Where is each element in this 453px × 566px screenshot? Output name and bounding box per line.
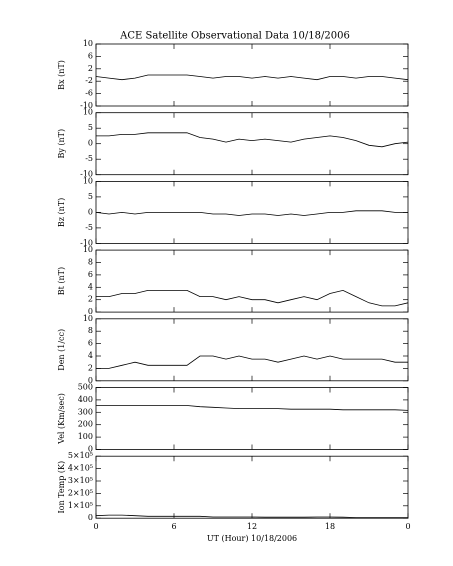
y-tick-label: -2	[85, 76, 93, 85]
panel-frame	[95, 387, 409, 450]
y-axis-label: Bt (nT)	[57, 267, 66, 295]
y-tick-label: 300	[78, 407, 93, 416]
y-axis-label: Ion Temp (K)	[57, 461, 66, 514]
y-tick-label: 10	[83, 39, 93, 48]
x-tick-label: 0	[93, 522, 98, 531]
y-tick-label: 2×10⁵	[68, 488, 93, 497]
y-axis-label: Vel (Km/sec)	[57, 393, 66, 445]
x-tick-label: 18	[325, 522, 335, 531]
y-tick-label: 0	[88, 513, 93, 522]
y-tick-label: 5×10⁵	[68, 451, 93, 460]
y-tick-label: 2	[88, 295, 93, 304]
y-tick-label: -10	[80, 238, 93, 247]
y-tick-label: 0	[88, 207, 93, 216]
x-tick-label: 0	[405, 522, 410, 531]
y-tick-label: -5	[85, 223, 93, 232]
data-line	[96, 132, 409, 148]
y-tick-label: 10	[83, 245, 93, 254]
data-line	[96, 405, 409, 411]
y-axis-label: Bz (nT)	[57, 198, 66, 227]
y-tick-label: 5	[88, 192, 93, 201]
panel-frame	[95, 180, 409, 244]
y-tick-label: 6	[88, 270, 93, 279]
y-tick-label: 1×10⁵	[68, 501, 93, 510]
x-axis-label: UT (Hour) 10/18/2006	[207, 534, 297, 543]
y-tick-label: 4	[88, 351, 93, 360]
panel-frame	[95, 112, 409, 176]
x-tick-label: 6	[171, 522, 176, 531]
y-tick-label: 10	[83, 108, 93, 117]
panel-frame	[95, 318, 409, 382]
y-tick-label: 0	[88, 307, 93, 316]
y-tick-label: 200	[78, 420, 93, 429]
y-axis-label: Den (1/cc)	[57, 329, 66, 371]
y-tick-label: 5	[88, 123, 93, 132]
y-tick-label: -5	[85, 154, 93, 163]
data-line	[95, 74, 409, 81]
y-tick-label: 0	[88, 139, 93, 148]
y-tick-label: 3×10⁵	[68, 476, 93, 485]
y-tick-label: -6	[85, 89, 93, 98]
y-tick-label: -10	[80, 101, 93, 110]
panel-frame	[95, 455, 409, 519]
data-line	[95, 514, 408, 518]
y-tick-label: 500	[78, 383, 93, 392]
data-line	[96, 289, 409, 307]
y-tick-label: -10	[80, 170, 93, 179]
y-tick-label: 400	[78, 395, 93, 404]
data-line	[96, 355, 408, 369]
panel-frame	[95, 249, 409, 313]
y-tick-label: 6	[88, 339, 93, 348]
y-tick-label: 10	[83, 314, 93, 323]
y-tick-label: 6	[88, 51, 93, 60]
chart-title: ACE Satellite Observational Data 10/18/2…	[119, 31, 350, 42]
data-line	[95, 210, 408, 216]
y-tick-label: 8	[88, 326, 93, 335]
panel-frame	[95, 43, 409, 107]
y-tick-label: 2	[88, 64, 93, 73]
y-tick-label: 0	[88, 376, 93, 385]
y-tick-label: 4×10⁵	[68, 464, 93, 473]
x-tick-label: 12	[247, 522, 257, 531]
y-tick-label: 100	[78, 432, 93, 441]
y-axis-label: By (nT)	[57, 129, 66, 159]
y-axis-label: Bx (nT)	[57, 60, 66, 90]
y-tick-label: 10	[83, 176, 93, 185]
y-tick-label: 0	[88, 445, 93, 454]
y-tick-label: 8	[88, 258, 93, 267]
y-tick-label: 4	[88, 282, 93, 291]
y-tick-label: 2	[88, 363, 93, 372]
